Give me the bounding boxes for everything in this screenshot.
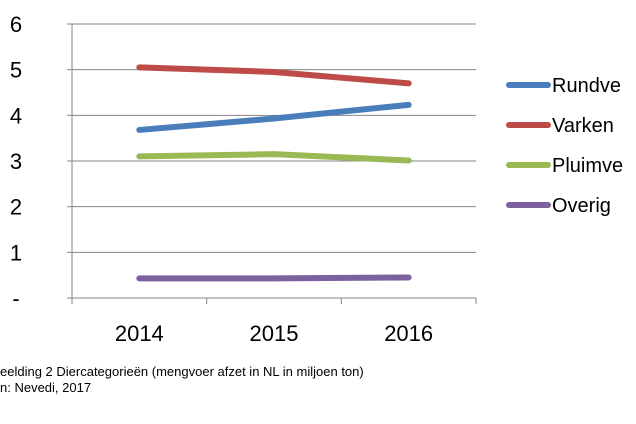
line-chart: - 1 2 3 4 5 6 2014 2015 2016 Rundve Varken Pluimve… <box>10 12 623 346</box>
y-tick-label: 3 <box>10 149 22 174</box>
series-line-rundvee <box>136 101 412 133</box>
legend-label-rundvee: Rundve <box>552 75 621 97</box>
y-tick-label: 5 <box>10 58 22 83</box>
y-tick-labels: - 1 2 3 4 5 6 <box>10 12 22 311</box>
gridlines <box>72 23 476 253</box>
legend: Rundve Varken Pluimve Overig <box>506 75 623 217</box>
legend-label-overig: Overig <box>552 195 611 217</box>
y-tick-label: - <box>12 286 19 311</box>
legend-label-varkens: Varken <box>552 115 614 137</box>
x-tick-label: 2015 <box>250 321 299 346</box>
figure-caption: eelding 2 Diercategorieën (mengvoer afze… <box>0 364 364 396</box>
y-tick-label: 1 <box>10 240 22 265</box>
x-tick-label: 2016 <box>384 321 433 346</box>
legend-label-pluimvee: Pluimve <box>552 155 623 177</box>
series-line-pluimvee <box>136 151 412 164</box>
series-line-varkens <box>136 64 412 87</box>
y-tick-label: 2 <box>10 195 22 220</box>
y-tick-label: 6 <box>10 12 22 37</box>
x-tick-labels: 2014 2015 2016 <box>115 321 433 346</box>
x-tick-label: 2014 <box>115 321 164 346</box>
y-tick-label: 4 <box>10 103 22 128</box>
series-line-overig <box>136 274 412 282</box>
axes <box>67 23 477 304</box>
caption-line-2: n: Nevedi, 2017 <box>0 380 92 395</box>
caption-line-1: eelding 2 Diercategorieën (mengvoer afze… <box>0 364 364 379</box>
series-lines <box>136 64 412 282</box>
